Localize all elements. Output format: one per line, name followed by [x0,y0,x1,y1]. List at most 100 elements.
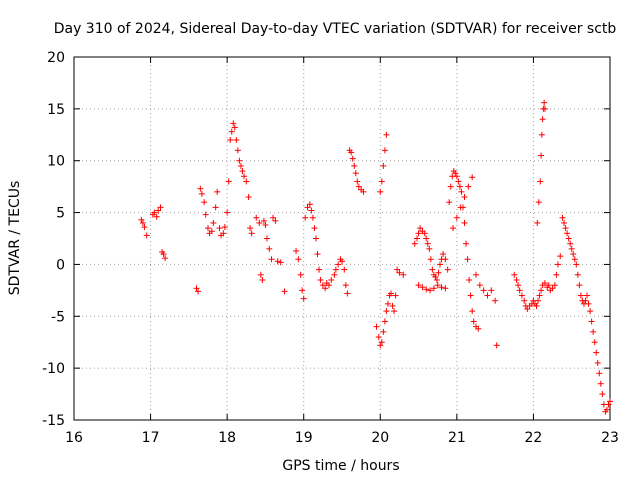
data-point [221,224,228,231]
data-point [577,292,584,299]
data-point [335,261,342,268]
y-tick-label: 5 [56,206,65,222]
data-point [394,266,401,273]
data-point [427,287,434,294]
data-point [518,292,525,299]
data-point [534,219,541,226]
data-point [237,162,244,169]
data-point [429,266,436,273]
data-point [433,276,440,283]
x-tick-label: 22 [525,430,543,446]
data-point [256,219,263,226]
data-point [377,342,384,349]
data-point [212,204,219,211]
data-point [535,297,542,304]
data-point [461,194,468,201]
data-point [391,308,398,315]
data-point [384,300,391,307]
data-point [351,162,358,169]
data-point [432,273,439,280]
data-point [234,147,241,154]
data-point [539,116,546,123]
y-tick-label: 0 [56,257,65,273]
data-point [596,370,603,377]
data-point [434,282,441,289]
data-point [141,224,148,231]
data-point [352,170,359,177]
data-point [205,225,211,232]
data-point [139,219,146,226]
data-points [138,99,613,415]
data-point [295,256,302,263]
data-point [143,232,150,239]
data-point [415,230,422,237]
data-point [227,136,234,143]
data-point [316,266,323,273]
grid-lines [74,57,610,420]
data-point [381,318,388,325]
data-point [354,178,361,185]
x-tick-label: 16 [65,430,83,446]
data-point [253,214,260,221]
data-point [453,214,460,221]
data-point [457,204,464,211]
data-point [463,240,470,247]
x-tick-label: 19 [295,430,313,446]
data-point [593,349,600,356]
data-point [262,222,269,229]
data-point [554,261,561,268]
data-point [603,406,610,413]
data-point [484,292,491,299]
data-point [559,214,566,221]
data-point [453,173,460,180]
data-point [263,235,270,242]
data-point [138,216,145,223]
data-point [607,398,613,405]
data-point [570,251,577,258]
data-point [591,339,598,346]
data-point [377,188,384,195]
data-point [549,285,556,292]
data-point [317,276,324,283]
data-point [225,178,232,185]
data-point [464,256,471,263]
data-point [538,131,545,138]
data-point [411,240,418,247]
data-point [210,219,217,226]
data-point [344,290,351,297]
data-point [537,178,544,185]
data-point [325,282,332,289]
data-point [516,287,523,294]
data-point [375,334,382,341]
data-point [437,261,444,268]
data-point [312,235,319,242]
data-point [567,240,574,247]
data-point [274,258,281,265]
data-point [576,282,583,289]
data-point [381,147,388,154]
data-point [493,342,500,349]
data-point [415,282,422,289]
data-point [396,269,403,276]
y-tick-label: -10 [42,361,65,377]
data-point [588,318,595,325]
data-point [231,124,238,131]
data-point [524,306,531,313]
data-point [440,251,447,258]
data-point [470,318,477,325]
data-point [423,286,430,293]
data-point [332,266,339,273]
data-point [300,295,307,302]
data-point [455,178,462,185]
data-point [467,292,474,299]
data-point [277,259,284,266]
data-point [155,207,162,214]
data-point [469,308,476,315]
data-point [243,178,250,185]
data-point [309,214,316,221]
data-point [426,245,433,252]
data-point [582,297,589,304]
data-point [541,280,548,287]
data-point [233,136,240,143]
data-point [153,213,160,220]
